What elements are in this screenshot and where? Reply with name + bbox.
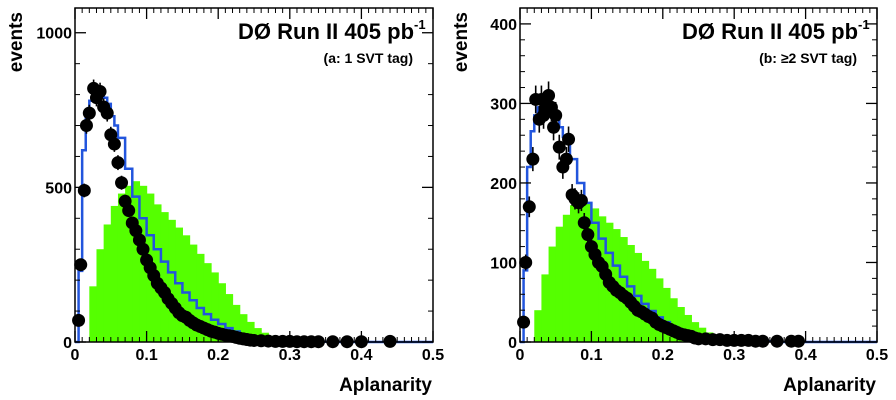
panel-b-filled-hist-bar <box>534 310 543 342</box>
panel-a-y-tick-label: 0 <box>63 335 72 352</box>
panel-a-data-point <box>74 258 88 272</box>
panel-b-filled-hist-bar <box>555 226 564 342</box>
panel-b-filled-hist-bar <box>541 274 550 342</box>
panel-b-filled-hist-bar <box>677 307 685 342</box>
panel-b-data-point <box>559 152 573 166</box>
panel-b-data-point <box>581 228 595 242</box>
panel-a-filled-hist-bar <box>168 219 176 342</box>
panel-b-y-tick-label: 200 <box>490 176 517 193</box>
panel-b-y-tick-label: 0 <box>508 335 517 352</box>
panel-b-data-point <box>542 88 556 102</box>
panel-b-x-tick-label: 0.2 <box>652 347 674 364</box>
panel-a-filled-hist-bar <box>239 314 248 342</box>
panel-b-x-axis-label: Aplanarity <box>783 375 876 396</box>
panel-b-filled-hist-bar <box>569 205 578 342</box>
panel-b-data-point <box>574 193 588 207</box>
panel-a-data-point <box>93 85 107 98</box>
panel-b-filled-hist-bar <box>591 208 600 342</box>
panel-b-filled-hist-bar <box>562 214 571 342</box>
panel-a-filled-hist-bar <box>175 227 183 342</box>
panel-b-filled-hist-bar <box>548 246 557 342</box>
panel-b-filled-hist-bar <box>662 287 671 342</box>
panel-a-data-point <box>79 119 93 133</box>
panel-a-data-point <box>136 242 150 256</box>
panel-a-filled-hist-bar <box>125 185 133 342</box>
panel-a-filled-hist-bar <box>211 272 219 342</box>
panel-b-x-tick-label: 0.3 <box>723 347 745 364</box>
panel-a-filled-hist-bar <box>203 263 212 342</box>
panel-b-y-tick-label: 300 <box>490 96 517 113</box>
panel-a: DØ Run II 405 pb-1 (a: 1 SVT tag) Aplana… <box>6 7 444 396</box>
panel-b-data-point <box>552 140 566 154</box>
panel-b-filled-hist-bar <box>584 202 592 342</box>
panel-a-data-point <box>100 106 114 120</box>
panel-b-plot-area <box>517 81 877 348</box>
panel-a-filled-hist-bar <box>225 294 234 342</box>
panel-a-filled-hist-bar <box>110 205 119 342</box>
panel-a-filled-hist-bar <box>218 283 226 342</box>
panel-a-x-tick-label: 0 <box>71 347 80 364</box>
panel-a-filled-hist-bar <box>132 181 141 342</box>
panel-b-filled-hist-bar <box>648 268 657 342</box>
panel-a-data-point <box>111 156 125 170</box>
panel-b-filled-hist-bar <box>684 314 692 342</box>
panel-a-x-tick-label: 0.4 <box>350 347 372 364</box>
panel-b-y-tick-label: 400 <box>490 17 517 34</box>
panel-b-filled-hist-bar <box>634 252 642 342</box>
panel-a-x-tick-label: 0.2 <box>207 347 229 364</box>
panel-b-ticks: 0 0.1 0.2 0.3 0.4 0.5 0 100 200 300 400 <box>490 8 888 364</box>
panel-a-x-tick-label: 0.5 <box>422 347 444 364</box>
panel-a-y-tick-label: 1000 <box>36 26 72 43</box>
panel-a-data-point <box>122 204 136 218</box>
panel-a-filled-hist-bar <box>182 235 191 342</box>
panel-b-x-tick-label: 0.4 <box>794 347 816 364</box>
panel-a-x-axis-label: Aplanarity <box>339 375 432 396</box>
panel-b-data-point <box>547 120 561 134</box>
panel-a-data-point <box>107 137 121 151</box>
panel-b-filled-hist-bar <box>577 198 585 342</box>
panel-b-x-tick-label: 0.1 <box>580 347 602 364</box>
panel-a-y-axis-label: events <box>6 12 27 72</box>
panel-a-data-point <box>82 106 96 120</box>
panel-b-y-axis-label: events <box>451 12 472 72</box>
panel-a-y-tick-label: 500 <box>45 180 72 197</box>
panel-b-filled-hist-bar <box>669 298 678 342</box>
panel-a-filled-hist-bar <box>89 286 98 342</box>
panel-a-ticks: 0 0.1 0.2 0.3 0.4 0.5 0 500 1000 <box>36 8 444 364</box>
panel-a-filled-hist-bar <box>103 224 112 342</box>
panel-b-data-point <box>517 315 531 329</box>
panel-b-filled-hist-bar <box>655 278 664 342</box>
panel-a-filled-hist-bar <box>189 244 198 342</box>
panel-a-filled-hist-bar <box>246 321 255 342</box>
panel-a-filled-hist-bar <box>196 253 205 342</box>
panel-a-x-tick-label: 0.1 <box>135 347 157 364</box>
panel-a-title: DØ Run II 405 pb-1 <box>238 17 426 44</box>
panel-b-filled-hist-bar <box>641 260 650 342</box>
panel-a-data-point <box>77 183 91 197</box>
panel-a-data-point <box>115 176 129 190</box>
panel-b-subtitle: (b: ≥2 SVT tag) <box>759 50 857 66</box>
panel-b-data-point <box>562 132 576 146</box>
panel-a-subtitle: (a: 1 SVT tag) <box>324 50 413 66</box>
panel-b-data-point <box>549 108 563 122</box>
panel-a-x-tick-label: 0.3 <box>279 347 301 364</box>
panel-a-plot-area <box>72 79 433 349</box>
panel-a-filled-hist-bar <box>117 193 126 342</box>
panel-a-filled-hist-bar <box>254 328 262 342</box>
panel-b-data-point <box>522 200 536 214</box>
panel-b-data-point <box>526 152 540 166</box>
panel-b-x-tick-label: 0.5 <box>866 347 888 364</box>
panel-b-x-tick-label: 0 <box>516 347 525 364</box>
panel-b-data-point <box>577 216 591 230</box>
panel-a-filled-hist-bar <box>160 212 169 342</box>
panel-b-y-tick-label: 100 <box>490 255 517 272</box>
panel-a-filled-hist-bar <box>232 304 241 342</box>
panel-a-filled-hist-bar <box>96 249 105 342</box>
panel-a-data-point <box>72 313 86 327</box>
panel-b-title: DØ Run II 405 pb-1 <box>682 17 870 44</box>
panel-b: DØ Run II 405 pb-1 (b: ≥2 SVT tag) Aplan… <box>451 7 888 396</box>
